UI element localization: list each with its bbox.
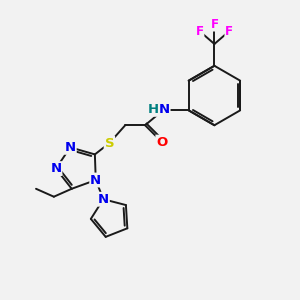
Text: O: O [156,136,167,148]
Text: S: S [105,136,114,150]
Text: F: F [196,25,203,38]
Text: F: F [210,18,218,31]
Text: F: F [225,25,233,38]
Text: N: N [158,103,169,116]
Text: N: N [50,162,62,175]
Text: N: N [90,173,101,187]
Text: H: H [147,103,159,116]
Text: N: N [98,193,109,206]
Text: N: N [65,141,76,154]
